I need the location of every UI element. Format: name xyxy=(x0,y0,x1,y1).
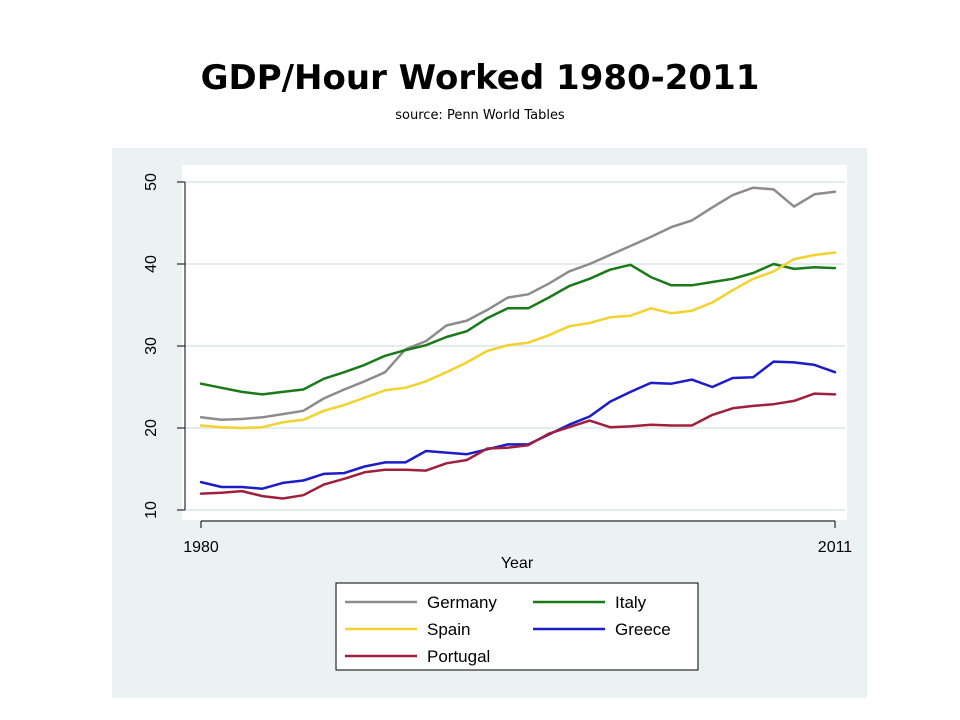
series-line-greece xyxy=(199,360,837,490)
y-tick-label: 10 xyxy=(143,501,160,519)
legend-label: Spain xyxy=(427,620,470,639)
legend-label: Greece xyxy=(615,620,671,639)
series-line-italy xyxy=(199,262,837,396)
grid-lines xyxy=(185,181,845,511)
series-line-portugal xyxy=(199,392,837,500)
series-lines xyxy=(199,186,837,500)
legend-label: Portugal xyxy=(427,647,490,666)
y-tick-label: 50 xyxy=(143,173,160,191)
x-axis-label: Year xyxy=(501,555,534,572)
axes: 10 20 30 40 50 1980 2011 xyxy=(143,173,852,556)
legend: Germany Italy Spain Greece Portugal xyxy=(335,582,699,671)
chart-title: GDP/Hour Worked 1980-2011 xyxy=(200,58,760,98)
series-line-spain xyxy=(199,251,837,430)
plot-area xyxy=(182,165,847,520)
y-tick-label: 30 xyxy=(143,337,160,355)
x-tick-label: 2011 xyxy=(818,539,853,556)
y-tick-label: 20 xyxy=(143,419,160,437)
x-tick-label: 1980 xyxy=(183,539,219,556)
series-line-germany xyxy=(199,186,837,422)
legend-label: Italy xyxy=(615,593,647,612)
chart-subtitle: source: Penn World Tables xyxy=(395,108,565,123)
y-tick-label: 40 xyxy=(143,255,160,273)
legend-label: Germany xyxy=(427,593,497,612)
